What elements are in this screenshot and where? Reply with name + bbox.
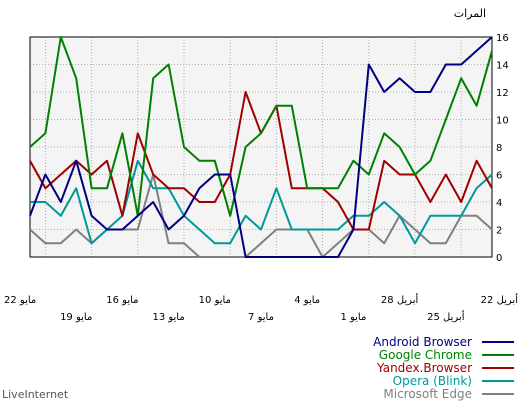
legend-label: Yandex.Browser (376, 361, 472, 375)
x-tick-label: 28 أبريل (381, 293, 419, 306)
series-lines (29, 36, 493, 258)
y-tick-label: 0 (496, 253, 502, 264)
brand-label: LiveInternet (2, 388, 69, 401)
x-tick-label: 19 مايو (60, 312, 92, 323)
x-tick-label: 25 أبريل (427, 310, 465, 323)
x-tick-label: 4 مايو (294, 295, 320, 306)
y-axis-label: المرات (454, 7, 486, 20)
x-tick-label: 22 أبريل (481, 293, 519, 306)
y-tick-label: 10 (496, 116, 509, 127)
legend-label: Microsoft Edge (383, 387, 472, 401)
x-tick-label: 22 مايو (4, 295, 36, 306)
x-tick-label: 7 مايو (248, 312, 274, 323)
legend-label: Android Browser (373, 335, 472, 349)
y-tick-label: 14 (496, 61, 509, 72)
y-tick-labels: 0 2 4 6 8 10 12 14 16 (496, 33, 509, 264)
y-tick-label: 6 (496, 171, 502, 182)
legend-label: Opera (Blink) (393, 374, 472, 388)
y-tick-label: 16 (496, 33, 509, 44)
series-line (29, 36, 493, 217)
x-tick-label: 16 مايو (106, 295, 138, 306)
x-tick-label: 13 مايو (152, 312, 184, 323)
y-tick-label: 12 (496, 88, 509, 99)
y-tick-label: 8 (496, 143, 502, 154)
legend-label: Google Chrome (379, 348, 472, 362)
x-tick-label: 10 مايو (199, 295, 231, 306)
x-tick-label: 1 مايو (340, 312, 366, 323)
y-tick-label: 4 (496, 198, 502, 209)
series-line (29, 36, 493, 258)
x-tick-labels: 22 مايو 16 مايو 10 مايو 4 مايو 28 أبريل 22 أب… (4, 293, 518, 323)
y-tick-label: 2 (496, 226, 502, 237)
